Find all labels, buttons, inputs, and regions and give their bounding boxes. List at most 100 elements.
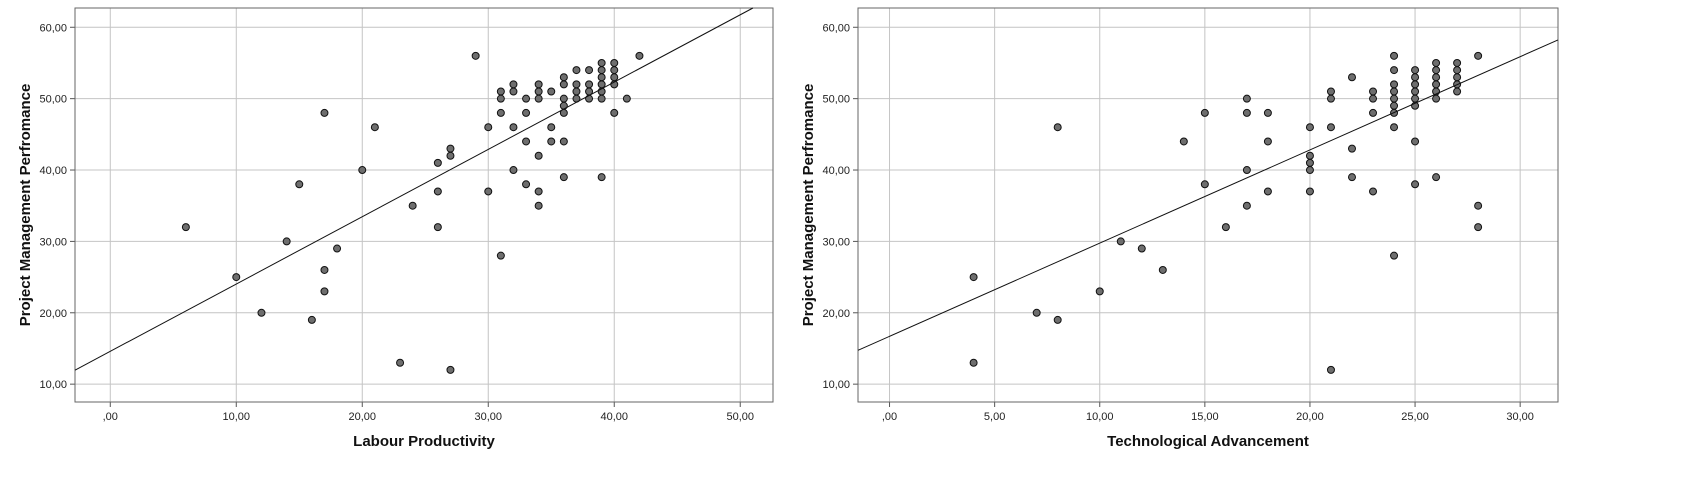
data-point bbox=[1411, 80, 1420, 89]
x-tick-label: 30,00 bbox=[1506, 411, 1534, 423]
data-point bbox=[1411, 87, 1420, 96]
y-tick-label: 50,00 bbox=[822, 94, 850, 106]
data-point bbox=[446, 151, 455, 160]
data-point bbox=[1242, 108, 1251, 117]
data-point bbox=[509, 87, 518, 96]
data-point bbox=[610, 73, 619, 82]
x-tick-label: 20,00 bbox=[348, 411, 376, 423]
data-point bbox=[597, 66, 606, 75]
data-point bbox=[969, 273, 978, 282]
data-point bbox=[1390, 251, 1399, 260]
plot-area-frame bbox=[74, 7, 774, 403]
x-tick-label: ,00 bbox=[103, 411, 118, 423]
y-tick-label: 30,00 bbox=[822, 236, 850, 248]
data-point bbox=[1390, 80, 1399, 89]
data-point bbox=[1200, 180, 1209, 189]
data-point bbox=[559, 94, 568, 103]
data-point bbox=[610, 58, 619, 67]
x-tick-label: 15,00 bbox=[1191, 411, 1219, 423]
data-point bbox=[1411, 66, 1420, 75]
data-point bbox=[1242, 94, 1251, 103]
data-point bbox=[572, 80, 581, 89]
y-tick-label: 60,00 bbox=[822, 22, 850, 34]
data-point bbox=[1411, 137, 1420, 146]
data-point bbox=[1390, 51, 1399, 60]
data-point bbox=[509, 166, 518, 175]
y-tick-label: 10,00 bbox=[822, 379, 850, 391]
data-point bbox=[496, 251, 505, 260]
data-point bbox=[559, 73, 568, 82]
data-point bbox=[320, 108, 329, 117]
data-point bbox=[522, 108, 531, 117]
data-point bbox=[622, 94, 631, 103]
data-point bbox=[597, 173, 606, 182]
data-point bbox=[484, 123, 493, 132]
data-point bbox=[1263, 108, 1272, 117]
data-point bbox=[1305, 187, 1314, 196]
scatter-chart-labour-productivity: ,00 10,00 20,00 30,00 40,00 50,00 10,00 20,00 30… bbox=[17, 7, 774, 450]
data-point bbox=[1326, 365, 1335, 374]
data-point bbox=[585, 80, 594, 89]
data-point bbox=[1179, 137, 1188, 146]
data-point bbox=[1390, 66, 1399, 75]
data-point bbox=[585, 94, 594, 103]
data-point bbox=[295, 180, 304, 189]
y-tick-label: 20,00 bbox=[39, 308, 67, 320]
data-point bbox=[232, 273, 241, 282]
data-point bbox=[358, 166, 367, 175]
data-point bbox=[1474, 51, 1483, 60]
data-point bbox=[1390, 94, 1399, 103]
data-point bbox=[1347, 144, 1356, 153]
data-point bbox=[1305, 151, 1314, 160]
data-point bbox=[1411, 94, 1420, 103]
data-point bbox=[320, 265, 329, 274]
data-point bbox=[1432, 173, 1441, 182]
data-point bbox=[1453, 87, 1462, 96]
data-point bbox=[534, 151, 543, 160]
y-tick-label: 30,00 bbox=[39, 236, 67, 248]
data-point bbox=[1432, 73, 1441, 82]
data-point bbox=[1305, 166, 1314, 175]
x-tick-label: 5,00 bbox=[984, 411, 1005, 423]
data-point bbox=[307, 315, 316, 324]
data-point bbox=[1453, 73, 1462, 82]
x-axis-label: Technological Advancement bbox=[1107, 433, 1309, 450]
data-point bbox=[496, 108, 505, 117]
data-point bbox=[446, 365, 455, 374]
data-point bbox=[534, 87, 543, 96]
data-point bbox=[1390, 101, 1399, 110]
y-tick-label: 20,00 bbox=[822, 308, 850, 320]
data-point bbox=[496, 87, 505, 96]
data-point bbox=[597, 58, 606, 67]
data-point bbox=[1369, 108, 1378, 117]
data-point bbox=[181, 223, 190, 232]
data-point bbox=[509, 123, 518, 132]
y-axis-label: Project Management Perfromance bbox=[800, 84, 817, 327]
data-point bbox=[1453, 58, 1462, 67]
data-point bbox=[610, 66, 619, 75]
plot-area-frame bbox=[857, 7, 1559, 403]
data-point bbox=[1242, 201, 1251, 210]
data-point bbox=[534, 187, 543, 196]
x-tick-label: 10,00 bbox=[1086, 411, 1114, 423]
data-point bbox=[1263, 137, 1272, 146]
data-point bbox=[1474, 223, 1483, 232]
data-point bbox=[547, 87, 556, 96]
data-point bbox=[534, 94, 543, 103]
data-point bbox=[585, 66, 594, 75]
data-point bbox=[433, 187, 442, 196]
y-tick-label: 60,00 bbox=[39, 22, 67, 34]
data-point bbox=[522, 180, 531, 189]
data-point bbox=[1432, 66, 1441, 75]
data-point bbox=[635, 51, 644, 60]
data-point bbox=[572, 66, 581, 75]
x-tick-label: 20,00 bbox=[1296, 411, 1324, 423]
data-point bbox=[1137, 244, 1146, 253]
data-point bbox=[547, 137, 556, 146]
data-point bbox=[522, 137, 531, 146]
data-point bbox=[969, 358, 978, 367]
data-point bbox=[446, 144, 455, 153]
data-point bbox=[597, 73, 606, 82]
data-point bbox=[547, 123, 556, 132]
y-tick-label: 10,00 bbox=[39, 379, 67, 391]
